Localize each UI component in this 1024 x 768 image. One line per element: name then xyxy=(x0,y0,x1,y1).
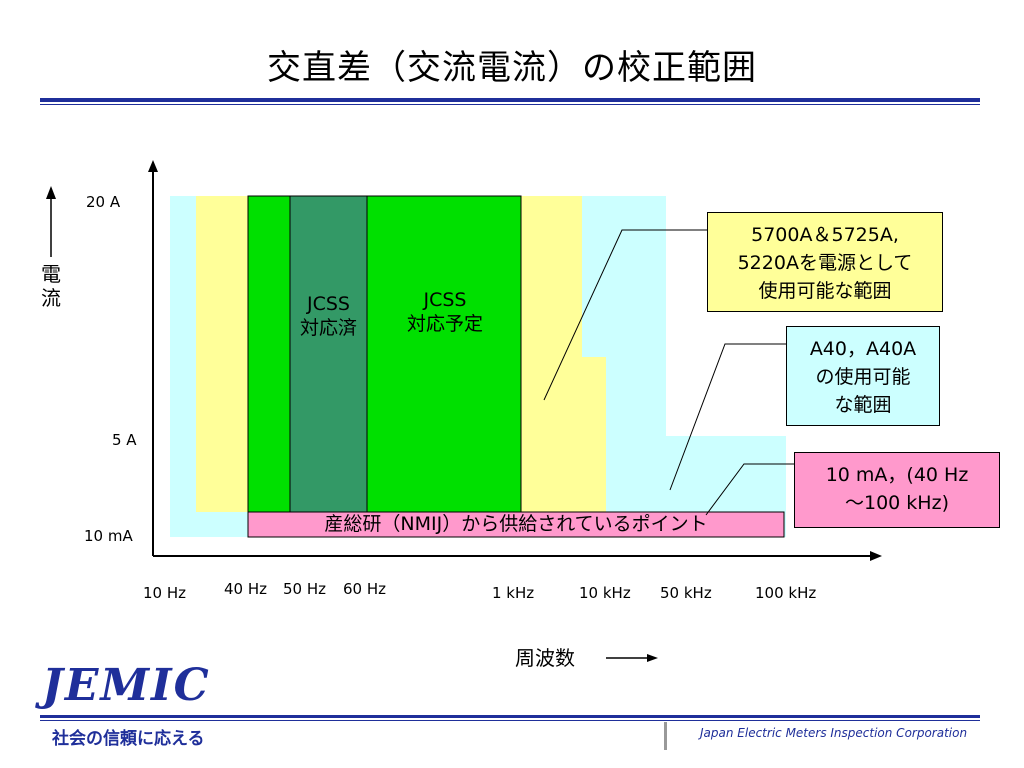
x-tick-1khz: 1 kHz xyxy=(492,584,535,602)
nmij-points-bar xyxy=(247,511,785,538)
footer-rule xyxy=(40,715,980,718)
callout-5700a: 5700A＆5725A, 5220Aを電源として 使用可能な範囲 xyxy=(707,212,943,312)
jcss-done-label: JCSS 対応済 xyxy=(299,293,357,339)
footer-rule-thin xyxy=(40,720,980,721)
footer-divider xyxy=(664,722,667,750)
x-tick-10khz: 10 kHz xyxy=(579,584,631,602)
callout-a40: A40，A40A の使用可能 な範囲 xyxy=(786,326,940,426)
slogan: 社会の信頼に応える xyxy=(52,729,205,749)
x-tick-100khz: 100 kHz xyxy=(755,584,817,602)
freq-arrow-head xyxy=(647,654,658,662)
x-tick-50khz: 50 kHz xyxy=(660,584,712,602)
region-jcss-done xyxy=(289,195,368,513)
nmij-points-label: 産総研（NMIJ）から供給されているポイント xyxy=(324,513,708,535)
title-rule xyxy=(40,98,980,102)
frequency-axis-label: 周波数 xyxy=(515,646,575,670)
y-tick-10ma: 10 mA xyxy=(84,527,133,545)
y-tick-20a: 20 A xyxy=(86,193,121,211)
leader-yellow xyxy=(543,229,707,401)
title-rule-thin xyxy=(40,104,980,105)
x-tick-40hz: 40 Hz xyxy=(224,580,268,598)
slide-title: 交直差（交流電流）の校正範囲 xyxy=(267,48,757,88)
current-arrow-head xyxy=(46,186,56,199)
x-axis-arrow xyxy=(870,551,882,561)
y-tick-5a: 5 A xyxy=(112,431,137,449)
jemic-logo: JEMIC xyxy=(42,660,211,711)
current-axis-label: 電流 xyxy=(41,262,61,310)
callout-nmij: 10 mA，(40 Hz ～100 kHz) xyxy=(794,452,1000,528)
x-tick-60hz: 60 Hz xyxy=(343,580,387,598)
region-jcss-planned xyxy=(247,195,522,513)
organization-name: Japan Electric Meters Inspection Corpora… xyxy=(700,726,968,740)
x-tick-10hz: 10 Hz xyxy=(143,584,187,602)
leader-pink xyxy=(705,463,794,516)
jcss-planned-label: JCSS 対応予定 xyxy=(406,289,483,335)
leader-cyan xyxy=(669,343,786,491)
y-axis-arrow xyxy=(148,160,158,172)
x-tick-50hz: 50 Hz xyxy=(283,580,327,598)
